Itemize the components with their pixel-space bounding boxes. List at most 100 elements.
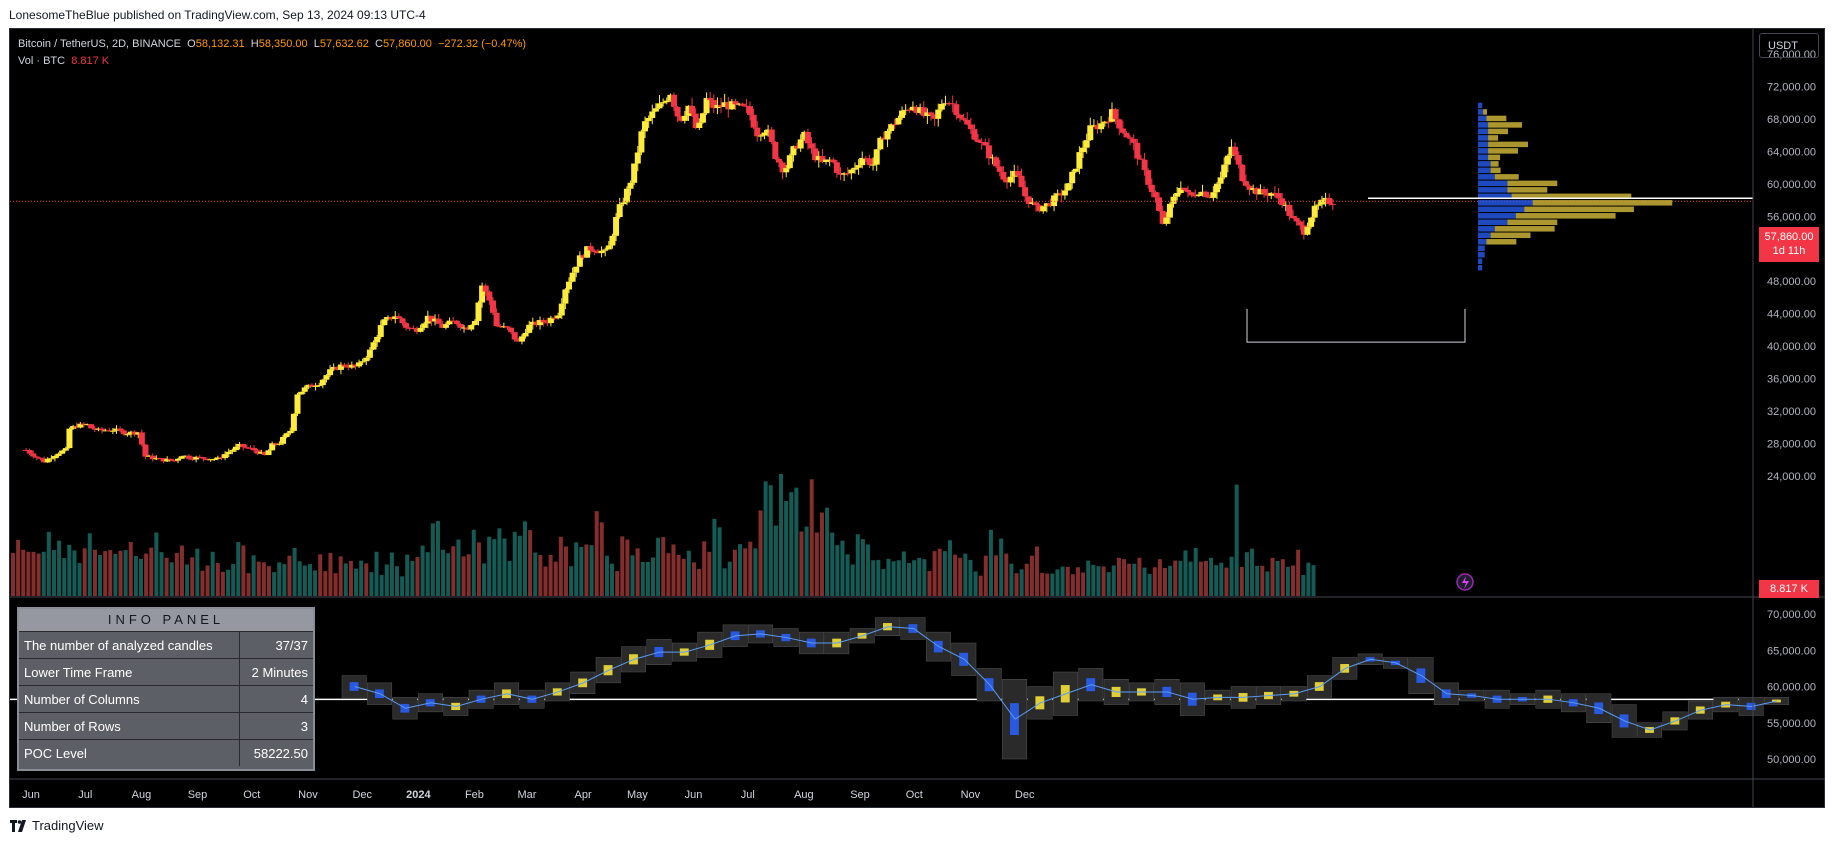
profile-bar-yellow — [1488, 154, 1501, 161]
candle-body — [1235, 154, 1242, 165]
volume-bar — [1163, 567, 1167, 596]
time-tick-label: Jul — [78, 789, 92, 801]
volume-bar — [113, 553, 118, 596]
candle-body — [124, 434, 131, 436]
oscillator-tick-label: 70,000.00 — [1767, 609, 1816, 621]
candle-body — [942, 103, 949, 105]
candle-body — [518, 336, 525, 342]
volume-bar — [917, 557, 922, 596]
candle-body — [551, 317, 558, 319]
candle-body — [156, 458, 163, 460]
volume-bar — [410, 560, 415, 596]
volume-bar — [497, 528, 502, 596]
volume-bar — [610, 563, 615, 596]
volume-bar — [1065, 566, 1070, 596]
volume-bar — [1096, 566, 1101, 596]
volume-bar — [46, 531, 51, 596]
info-key: Lower Time Frame — [19, 658, 240, 686]
candle-body — [1014, 171, 1021, 176]
volume-bar — [758, 510, 763, 596]
volume-bar — [656, 537, 661, 596]
info-value: 4 — [239, 685, 313, 713]
volume-bar — [860, 539, 865, 596]
profile-bar-blue — [1478, 200, 1533, 206]
candle-body — [399, 318, 406, 324]
candle-body — [1054, 193, 1061, 196]
volume-bar — [671, 544, 676, 596]
tradingview-brand: TradingView — [32, 818, 104, 833]
close-value: 57,860.00 — [382, 38, 432, 50]
volume-bar — [502, 538, 507, 596]
candle-body — [1318, 199, 1325, 205]
tradingview-logo[interactable]: TradingView — [10, 818, 104, 833]
candle-body — [1094, 125, 1101, 130]
volume-bar — [819, 512, 824, 596]
volume-bar — [482, 563, 487, 596]
volume-bar — [1280, 559, 1285, 596]
candle-body — [1080, 147, 1087, 153]
candle-body — [204, 458, 210, 460]
volume-bar — [958, 557, 963, 596]
candle-body — [471, 321, 478, 326]
candle-body — [48, 458, 55, 460]
candle-body — [439, 323, 446, 328]
profile-bar-yellow — [1524, 206, 1634, 213]
currency-button[interactable]: USDT — [1759, 33, 1819, 58]
price-tick-label: 28,000.00 — [1767, 439, 1816, 451]
volume-bar — [200, 570, 205, 596]
oscillator-bar — [349, 682, 359, 691]
candle-body — [862, 157, 869, 159]
volume-bar — [11, 552, 15, 596]
profile-bar-yellow — [1488, 128, 1509, 135]
volume-bar — [16, 539, 21, 596]
candle-body — [370, 342, 377, 350]
candle-body — [211, 458, 218, 460]
candle-body — [946, 103, 953, 105]
volume-bar — [512, 531, 517, 596]
profile-bar-blue — [1478, 135, 1489, 141]
candle-body — [229, 450, 236, 452]
volume-bar — [1132, 563, 1137, 596]
volume-bar — [1234, 484, 1239, 596]
volume-bar — [548, 554, 553, 596]
candle-body — [663, 100, 670, 103]
volume-bar — [722, 568, 727, 596]
candle-body — [55, 453, 62, 456]
volume-bar — [492, 539, 497, 596]
profile-bar-yellow — [1507, 219, 1558, 226]
candle-body — [323, 375, 330, 380]
volume-bar — [405, 554, 410, 596]
candle-body — [261, 451, 268, 456]
candle-body — [1137, 158, 1144, 160]
candle-body — [374, 336, 381, 343]
candle-body — [424, 315, 431, 324]
volume-bar — [1209, 557, 1214, 596]
candle-body — [1072, 168, 1079, 172]
candle-body — [120, 430, 127, 435]
candle-body — [171, 460, 178, 462]
volume-bar — [1070, 574, 1075, 596]
candle-body — [627, 182, 634, 189]
profile-bar-yellow — [1490, 167, 1501, 174]
candle-body — [823, 159, 830, 162]
candle-body — [1221, 164, 1228, 178]
volume-bar — [640, 561, 645, 596]
candle-body — [1098, 123, 1105, 130]
candle-body — [305, 384, 312, 388]
profile-bar-blue — [1478, 193, 1512, 200]
candle-body — [899, 110, 906, 118]
volume-bar — [922, 559, 927, 596]
candle-body — [1199, 191, 1206, 195]
volume-bar — [784, 500, 789, 596]
candle-body — [1032, 202, 1039, 206]
volume-bar — [963, 553, 968, 596]
candle-body — [330, 367, 337, 370]
candle-body — [681, 115, 688, 121]
tradingview-icon — [10, 819, 26, 832]
profile-bar-yellow — [1494, 226, 1555, 232]
time-tick-label: Nov — [961, 789, 981, 801]
candle-body — [964, 119, 971, 125]
volume-bar — [1075, 567, 1080, 596]
candle-body — [587, 246, 594, 251]
